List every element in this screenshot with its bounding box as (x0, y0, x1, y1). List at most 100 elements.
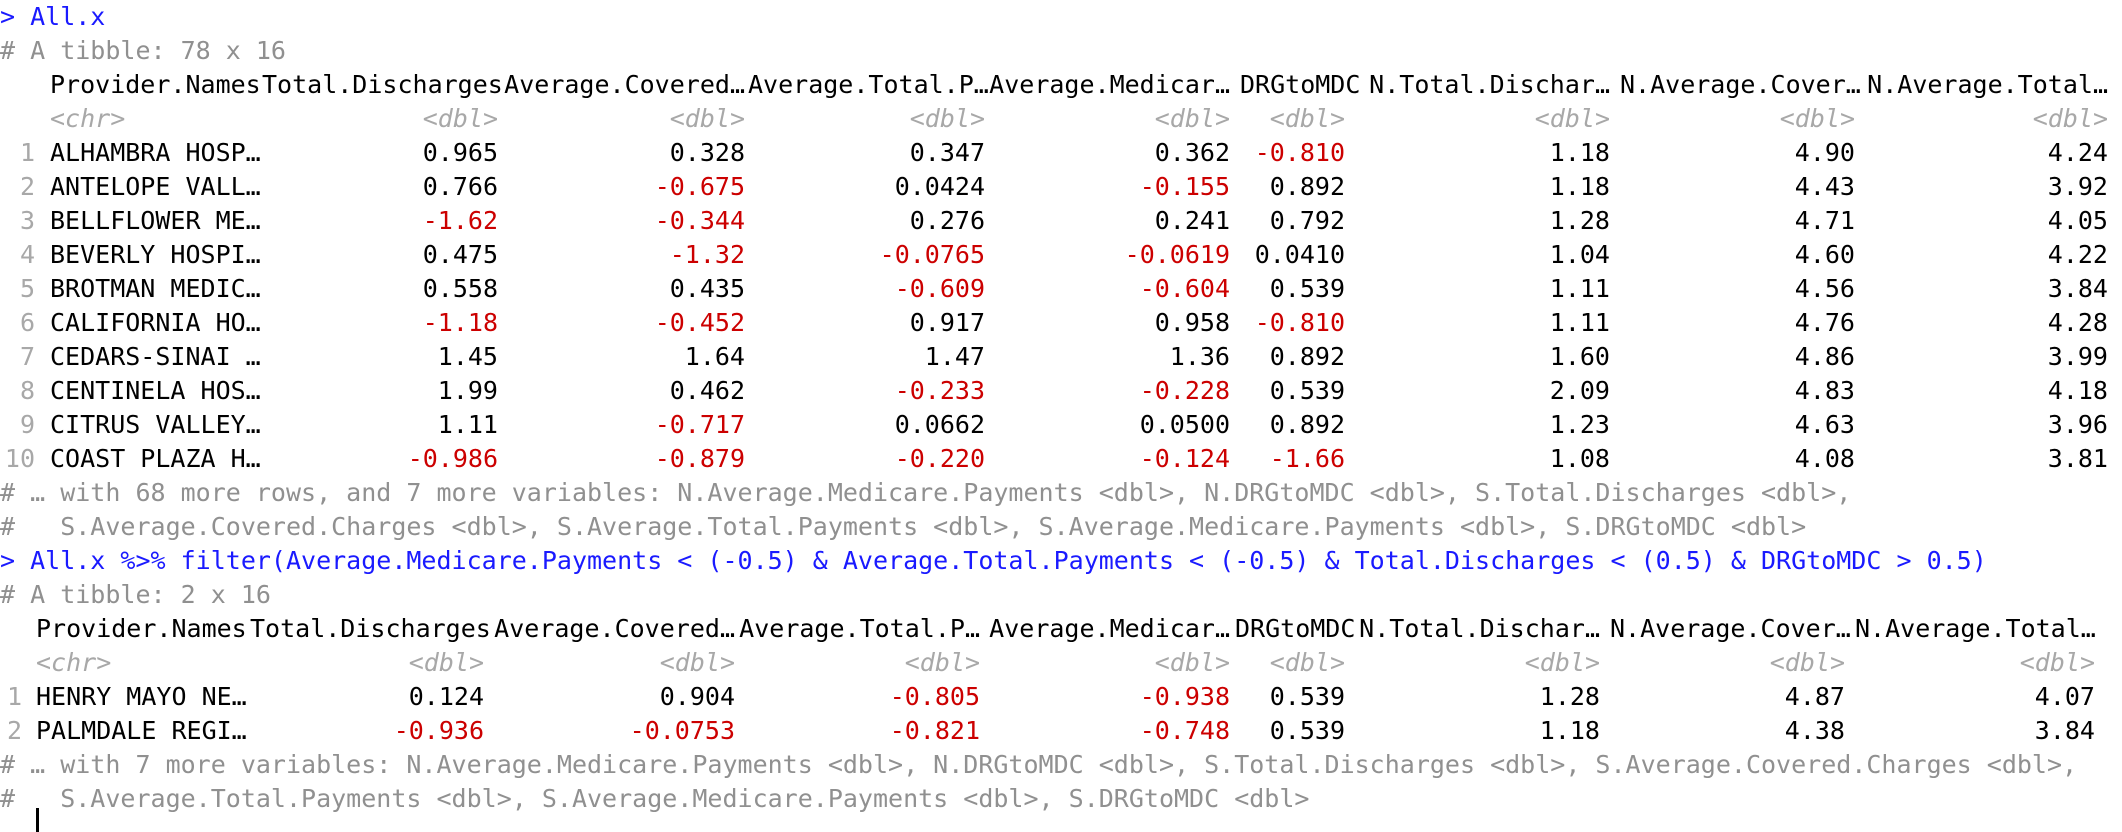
table-cell: 0.0500 (1139, 410, 1230, 439)
column-type: <dbl> (1269, 104, 1345, 133)
tibble-dimensions-1: # A tibble: 78 x 16 (0, 36, 286, 65)
provider-name-cell: BELLFLOWER ME… (50, 206, 261, 235)
column-type: <dbl> (1524, 648, 1600, 677)
table-cell: 0.539 (1269, 716, 1345, 745)
table-cell: 3.81 (2047, 444, 2108, 473)
table-cell: 1.23 (1549, 410, 1610, 439)
table-cell: -0.228 (1139, 376, 1230, 405)
table-cell: -0.604 (1139, 274, 1230, 303)
column-header: Average.Total.P… (748, 70, 989, 99)
table-cell: 0.558 (422, 274, 498, 303)
table-cell: -0.810 (1254, 308, 1345, 337)
table-cell: 0.276 (909, 206, 985, 235)
provider-name-cell: ANTELOPE VALL… (50, 172, 261, 201)
column-header: N.Average.Cover… (1610, 614, 1851, 643)
tibble-footer-1b: # S.Average.Covered.Charges <dbl>, S.Ave… (0, 512, 1807, 541)
row-number: 2 (6, 716, 22, 745)
table-cell: 3.84 (2034, 716, 2095, 745)
column-type: <dbl> (1769, 648, 1845, 677)
table-cell: 1.11 (1549, 274, 1610, 303)
table-cell: -0.821 (889, 716, 980, 745)
table-cell: -1.66 (1269, 444, 1345, 473)
table-cell: -0.220 (894, 444, 985, 473)
column-header: DRGtoMDC (1240, 70, 1361, 99)
column-type: <dbl> (904, 648, 980, 677)
provider-name-cell: HENRY MAYO NE… (36, 682, 247, 711)
row-number: 1 (6, 682, 22, 711)
table-cell: 0.435 (669, 274, 745, 303)
table-cell: 1.28 (1539, 682, 1600, 711)
table-cell: 4.05 (2047, 206, 2108, 235)
column-type: <dbl> (909, 104, 985, 133)
table-cell: 0.124 (408, 682, 484, 711)
table-cell: 4.22 (2047, 240, 2108, 269)
table-cell: 0.892 (1269, 172, 1345, 201)
column-type: <dbl> (1779, 104, 1855, 133)
table-cell: -0.986 (407, 444, 498, 473)
row-number: 9 (19, 410, 35, 439)
table-cell: -1.18 (422, 308, 498, 337)
column-type: <dbl> (2032, 104, 2108, 133)
text-cursor[interactable] (36, 808, 39, 832)
row-number: 4 (19, 240, 35, 269)
table-cell: -0.0619 (1124, 240, 1230, 269)
table-cell: 0.904 (659, 682, 735, 711)
provider-name-cell: CENTINELA HOS… (50, 376, 261, 405)
column-type: <dbl> (1154, 648, 1230, 677)
table-cell: 4.76 (1794, 308, 1855, 337)
column-header: Provider.Names (50, 70, 261, 99)
table-cell: 4.90 (1794, 138, 1855, 167)
table-cell: 0.965 (422, 138, 498, 167)
table-cell: 0.539 (1269, 274, 1345, 303)
table-cell: -0.675 (654, 172, 745, 201)
row-number: 5 (19, 274, 35, 303)
table-cell: 4.28 (2047, 308, 2108, 337)
table-cell: -0.344 (654, 206, 745, 235)
row-number: 10 (4, 444, 35, 473)
column-type: <chr> (36, 648, 112, 677)
column-type: <dbl> (1269, 648, 1345, 677)
row-number: 2 (19, 172, 35, 201)
table-cell: 1.47 (924, 342, 985, 371)
table-cell: 4.43 (1794, 172, 1855, 201)
column-header: Average.Medicar… (989, 614, 1230, 643)
table-cell: -0.748 (1139, 716, 1230, 745)
table-cell: 4.60 (1794, 240, 1855, 269)
table-cell: 0.328 (669, 138, 745, 167)
column-header: Average.Medicar… (989, 70, 1230, 99)
table-cell: 1.64 (684, 342, 745, 371)
column-header: DRGtoMDC (1235, 614, 1356, 643)
column-header: Total.Discharges (262, 70, 503, 99)
column-header: Provider.Names (36, 614, 247, 643)
table-cell: -0.452 (654, 308, 745, 337)
table-cell: 4.08 (1794, 444, 1855, 473)
column-type: <chr> (50, 104, 126, 133)
row-number: 8 (19, 376, 35, 405)
table-cell: 3.92 (2047, 172, 2108, 201)
command-line-2: > All.x %>% filter(Average.Medicare.Paym… (0, 546, 1987, 575)
table-cell: 1.36 (1169, 342, 1230, 371)
table-cell: 0.766 (422, 172, 498, 201)
table-cell: 3.96 (2047, 410, 2108, 439)
table-cell: 4.56 (1794, 274, 1855, 303)
table-cell: 0.958 (1154, 308, 1230, 337)
column-type: <dbl> (659, 648, 735, 677)
tibble-dimensions-2: # A tibble: 2 x 16 (0, 580, 271, 609)
tibble-footer-1a: # … with 68 more rows, and 7 more variab… (0, 478, 1852, 507)
table-cell: -0.810 (1254, 138, 1345, 167)
table-cell: 1.18 (1539, 716, 1600, 745)
column-type: <dbl> (1534, 104, 1610, 133)
table-cell: -0.879 (654, 444, 745, 473)
row-number: 3 (19, 206, 35, 235)
table-cell: 0.0424 (894, 172, 985, 201)
table-cell: 0.347 (909, 138, 985, 167)
table-cell: 1.28 (1549, 206, 1610, 235)
column-header: Average.Covered… (504, 70, 745, 99)
column-type: <dbl> (422, 104, 498, 133)
column-header: Average.Covered… (494, 614, 735, 643)
column-type: <dbl> (669, 104, 745, 133)
table-cell: 0.892 (1269, 342, 1345, 371)
table-cell: 1.04 (1549, 240, 1610, 269)
table-cell: 0.475 (422, 240, 498, 269)
